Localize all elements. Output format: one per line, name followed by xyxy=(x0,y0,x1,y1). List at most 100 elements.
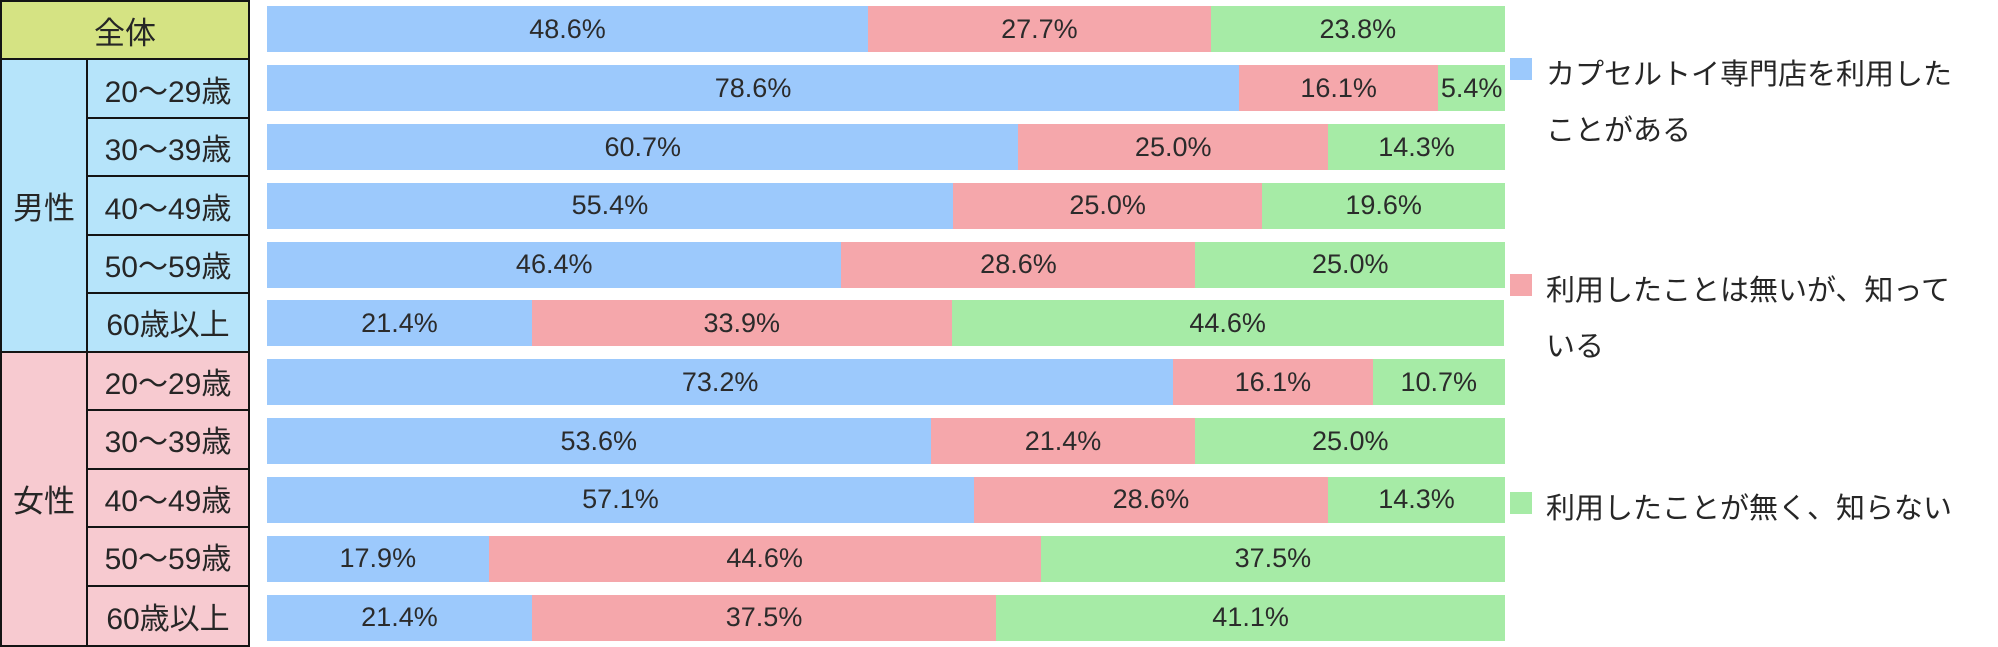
bar-segment: 53.6% xyxy=(267,418,931,465)
stacked-bar-chart: 48.6% 27.7% 23.8% 78.6% 16.1% 5.4% 60.7% 25.0% 1… xyxy=(267,0,1505,647)
table-cell-female-age-60plus: 60歳以上 xyxy=(86,586,248,645)
bar-row: 17.9% 44.6% 37.5% xyxy=(267,529,1505,588)
stacked-bar: 60.7% 25.0% 14.3% xyxy=(267,124,1505,171)
bar-segment: 60.7% xyxy=(267,124,1019,171)
bar-row: 73.2% 16.1% 10.7% xyxy=(267,353,1505,412)
bar-segment-value-label: 44.6% xyxy=(726,543,803,574)
bar-segment: 25.0% xyxy=(1195,241,1505,288)
table-cell-female-age-20s: 20〜29歳 xyxy=(86,352,248,412)
table-cell-male: 男性 xyxy=(2,60,86,353)
bar-row: 78.6% 16.1% 5.4% xyxy=(267,59,1505,118)
bar-segment-value-label: 48.6% xyxy=(529,13,606,44)
table-cell-male-age-50s: 50〜59歳 xyxy=(86,235,248,295)
legend-label: 利用したことは無いが、知って いる xyxy=(1546,275,1950,363)
legend-item-legend-used: カプセルトイ専門店を利用した ことがある xyxy=(1510,48,1952,160)
bar-segment-value-label: 16.1% xyxy=(1300,72,1377,103)
bar-segment: 27.7% xyxy=(868,6,1211,53)
bar-segment: 28.6% xyxy=(841,241,1196,288)
bar-row: 21.4% 33.9% 44.6% xyxy=(267,294,1505,353)
stacked-bar: 57.1% 28.6% 14.3% xyxy=(267,476,1505,523)
bar-segment: 48.6% xyxy=(267,6,869,53)
bar-segment: 19.6% xyxy=(1262,182,1505,229)
stacked-bar: 17.9% 44.6% 37.5% xyxy=(267,535,1505,582)
bar-segment: 21.4% xyxy=(267,594,532,641)
bar-segment-value-label: 10.7% xyxy=(1400,366,1478,397)
legend-label: カプセルトイ専門店を利用した ことがある xyxy=(1546,59,1953,147)
bar-segment: 78.6% xyxy=(267,65,1240,112)
bar-segment: 25.0% xyxy=(952,182,1263,229)
table-cell-female-age-50s: 50〜59歳 xyxy=(86,528,248,587)
table-cell-male-age-20s: 20〜29歳 xyxy=(86,60,248,119)
bar-row: 60.7% 25.0% 14.3% xyxy=(267,118,1505,177)
bar-segment: 44.6% xyxy=(488,535,1041,582)
bar-segment-value-label: 37.5% xyxy=(725,602,803,633)
bar-segment-value-label: 14.3% xyxy=(1378,484,1455,515)
stacked-bar: 21.4% 37.5% 41.1% xyxy=(267,594,1505,641)
bar-segment-value-label: 5.4% xyxy=(1440,72,1503,103)
bar-row: 46.4% 28.6% 25.0% xyxy=(267,235,1505,294)
bar-segment: 73.2% xyxy=(267,359,1174,406)
bar-segment-value-label: 37.5% xyxy=(1234,543,1312,574)
bar-segment-value-label: 28.6% xyxy=(1112,484,1190,515)
bar-segment-value-label: 44.6% xyxy=(1189,307,1266,338)
stacked-bar: 55.4% 25.0% 19.6% xyxy=(267,182,1505,229)
bar-segment-value-label: 23.8% xyxy=(1319,13,1397,44)
table-cell-male-age-40s: 40〜49歳 xyxy=(86,177,248,236)
bar-segment-value-label: 60.7% xyxy=(604,131,681,162)
table-cell-male-age-30s: 30〜39歳 xyxy=(86,118,248,178)
bar-segment: 23.8% xyxy=(1210,6,1505,53)
stacked-bar: 53.6% 21.4% 25.0% xyxy=(267,418,1505,465)
bar-segment-value-label: 21.4% xyxy=(361,307,438,338)
bar-segment: 37.5% xyxy=(1040,535,1505,582)
bar-segment: 25.0% xyxy=(1195,418,1505,465)
stacked-bar: 48.6% 27.7% 23.8% xyxy=(267,6,1505,53)
bar-segment-value-label: 19.6% xyxy=(1345,190,1422,221)
bar-segment: 46.4% xyxy=(267,241,842,288)
bar-segment-value-label: 78.6% xyxy=(714,72,792,103)
bar-segment-value-label: 55.4% xyxy=(571,190,649,221)
bar-segment: 28.6% xyxy=(973,476,1328,523)
bar-row: 53.6% 21.4% 25.0% xyxy=(267,412,1505,471)
legend-item-legend-unknown: 利用したことが無く、知らない xyxy=(1510,482,1952,538)
bar-segment: 57.1% xyxy=(267,476,974,523)
legend-label: 利用したことが無く、知らない xyxy=(1546,493,1953,525)
bar-segment: 16.1% xyxy=(1239,65,1439,112)
bar-segment-value-label: 33.9% xyxy=(703,307,781,338)
bar-segment: 25.0% xyxy=(1018,124,1328,171)
stacked-bar: 21.4% 33.9% 44.6% xyxy=(267,300,1505,347)
bar-segment-value-label: 21.4% xyxy=(1024,425,1102,456)
bar-segment-value-label: 73.2% xyxy=(681,366,759,397)
table-cell-female-age-40s: 40〜49歳 xyxy=(86,469,248,529)
bar-segment: 17.9% xyxy=(267,535,489,582)
bar-segment: 14.3% xyxy=(1327,476,1505,523)
bar-segment: 21.4% xyxy=(930,418,1196,465)
bar-segment-value-label: 25.0% xyxy=(1134,131,1212,162)
stacked-bar: 46.4% 28.6% 25.0% xyxy=(267,241,1505,288)
bar-segment: 33.9% xyxy=(531,300,952,347)
bar-segment-value-label: 57.1% xyxy=(582,484,659,515)
bar-segment-value-label: 41.1% xyxy=(1212,602,1289,633)
category-table: 全体 男性 20〜29歳 30〜39歳 40〜49歳 50〜59歳 60歳以上 … xyxy=(0,0,250,647)
bar-segment-value-label: 46.4% xyxy=(515,249,593,280)
table-cell-male-age-60plus: 60歳以上 xyxy=(86,294,248,353)
bar-segment-value-label: 25.0% xyxy=(1311,249,1389,280)
bar-row: 48.6% 27.7% 23.8% xyxy=(267,0,1505,59)
bar-row: 21.4% 37.5% 41.1% xyxy=(267,588,1505,647)
bar-segment-value-label: 27.7% xyxy=(1001,13,1078,44)
bar-segment-value-label: 28.6% xyxy=(980,249,1057,280)
legend-item-legend-known-not-used: 利用したことは無いが、知って いる xyxy=(1510,264,1950,376)
bar-segment: 37.5% xyxy=(531,594,997,641)
bar-segment: 44.6% xyxy=(951,300,1504,347)
table-cell-female-age-30s: 30〜39歳 xyxy=(86,411,248,470)
bar-segment-value-label: 14.3% xyxy=(1378,131,1455,162)
bar-segment-value-label: 25.0% xyxy=(1311,425,1389,456)
stacked-bar: 78.6% 16.1% 5.4% xyxy=(267,65,1505,112)
bar-segment-value-label: 21.4% xyxy=(361,602,438,633)
stacked-bar: 73.2% 16.1% 10.7% xyxy=(267,359,1505,406)
legend-color-swatch-icon xyxy=(1510,274,1532,296)
bar-segment: 10.7% xyxy=(1372,359,1505,406)
bar-segment: 14.3% xyxy=(1327,124,1505,171)
bar-segment: 16.1% xyxy=(1173,359,1373,406)
bar-segment-value-label: 25.0% xyxy=(1069,190,1146,221)
